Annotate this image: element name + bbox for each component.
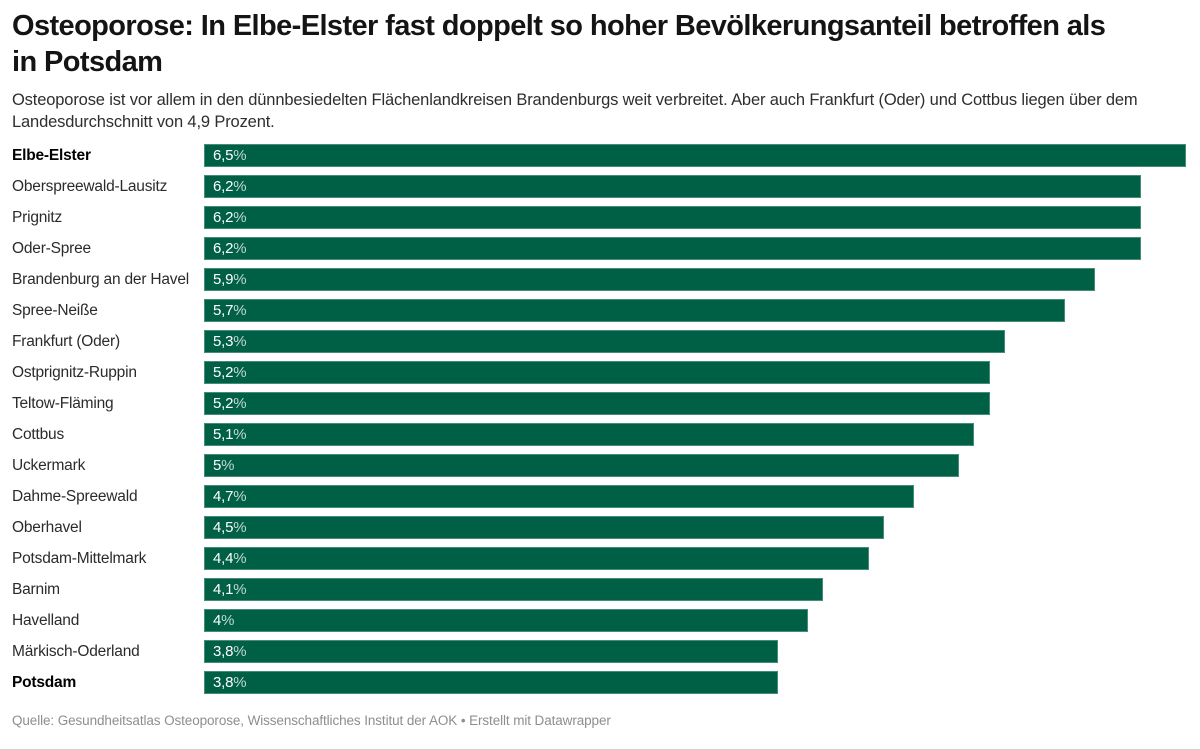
row-label: Havelland [12, 611, 80, 629]
bar-value-label: 5,7% [213, 302, 247, 319]
bar-value-label: 5,2% [213, 395, 247, 412]
bar-value-label: 5,9% [213, 271, 247, 288]
row-label: Uckermark [12, 456, 86, 474]
bar-value-label: 4% [213, 612, 235, 629]
bar-row: Uckermark 5% [12, 454, 1186, 477]
bar[interactable]: 4,5% [204, 516, 884, 539]
row-label: Ostprignitz-Ruppin [12, 363, 137, 381]
bar-row: Elbe-Elster 6,5% [12, 144, 1186, 167]
row-label: Spree-Neiße [12, 301, 98, 319]
chart-title: Osteoporose: In Elbe-Elster fast doppelt… [12, 10, 1106, 78]
row-label: Oberspreewald-Lausitz [12, 177, 168, 195]
bar[interactable]: 5,2% [204, 361, 990, 384]
row-label: Märkisch-Oderland [12, 642, 140, 660]
bar[interactable]: 6,2% [204, 206, 1141, 229]
bar-track: 5,2% [204, 392, 1186, 415]
bar-track: 4,4% [204, 547, 1186, 570]
row-label: Brandenburg an der Havel [12, 270, 190, 288]
bar[interactable]: 5% [204, 454, 960, 477]
bar[interactable]: 6,2% [204, 175, 1141, 198]
row-label: Elbe-Elster [12, 146, 91, 164]
bar-row: Oberhavel 4,5% [12, 516, 1186, 539]
bar[interactable]: 3,8% [204, 671, 779, 694]
row-label: Potsdam-Mittelmark [12, 549, 147, 567]
bar-track: 6,5% [204, 144, 1186, 167]
chart-subtitle: Osteoporose ist vor allem in den dünnbes… [12, 91, 1138, 131]
bar[interactable]: 5,3% [204, 330, 1005, 353]
bar-row: Dahme-Spreewald 4,7% [12, 485, 1186, 508]
bar-value-label: 5,2% [213, 364, 247, 381]
bar-track: 4% [204, 609, 1186, 632]
bar-value-label: 4,4% [213, 550, 247, 567]
bar[interactable]: 6,5% [204, 144, 1186, 167]
row-label: Dahme-Spreewald [12, 487, 138, 505]
bar-value-label: 6,2% [213, 209, 247, 226]
bar-row: Spree-Neiße 5,7% [12, 299, 1186, 322]
bar-row: Ostprignitz-Ruppin 5,2% [12, 361, 1186, 384]
bar-track: 6,2% [204, 175, 1186, 198]
bar-value-label: 3,8% [213, 643, 247, 660]
bar-value-label: 4,7% [213, 488, 247, 505]
bar-track: 3,8% [204, 640, 1186, 663]
bar-row: Teltow-Fläming 5,2% [12, 392, 1186, 415]
bar-row: Märkisch-Oderland 3,8% [12, 640, 1186, 663]
bar-row: Oberspreewald-Lausitz 6,2% [12, 175, 1186, 198]
bar-row: Brandenburg an der Havel 5,9% [12, 268, 1186, 291]
bar-value-label: 5% [213, 457, 235, 474]
bar-chart: Elbe-Elster 6,5% Oberspreewald-Lausitz 6,2%… [12, 144, 1186, 694]
bar-track: 5,3% [204, 330, 1186, 353]
row-label: Frankfurt (Oder) [12, 332, 120, 350]
bar-track: 4,7% [204, 485, 1186, 508]
bar[interactable]: 5,1% [204, 423, 975, 446]
bar-track: 4,1% [204, 578, 1186, 601]
bar[interactable]: 4,1% [204, 578, 824, 601]
bar-track: 5,2% [204, 361, 1186, 384]
bar[interactable]: 3,8% [204, 640, 779, 663]
row-label: Oberhavel [12, 518, 82, 536]
bar-track: 5,9% [204, 268, 1186, 291]
bar[interactable]: 5,7% [204, 299, 1066, 322]
bar-row: Barnim 4,1% [12, 578, 1186, 601]
bar-value-label: 5,1% [213, 426, 247, 443]
bar[interactable]: 4,7% [204, 485, 915, 508]
row-label: Prignitz [12, 208, 63, 226]
bar[interactable]: 5,2% [204, 392, 990, 415]
bar-value-label: 5,3% [213, 333, 247, 350]
bar-track: 5,7% [204, 299, 1186, 322]
bar[interactable]: 4,4% [204, 547, 869, 570]
bar-value-label: 3,8% [213, 674, 247, 691]
bar-row: Potsdam 3,8% [12, 671, 1186, 694]
bar-value-label: 4,1% [213, 581, 247, 598]
row-label: Cottbus [12, 425, 65, 443]
row-label: Teltow-Fläming [12, 394, 114, 412]
bar-track: 5,1% [204, 423, 1186, 446]
bar-value-label: 6,2% [213, 240, 247, 257]
bar-row: Oder-Spree 6,2% [12, 237, 1186, 260]
bar-value-label: 6,2% [213, 178, 247, 195]
bar-row: Havelland 4% [12, 609, 1186, 632]
bar-row: Frankfurt (Oder) 5,3% [12, 330, 1186, 353]
bar[interactable]: 4% [204, 609, 809, 632]
bar[interactable]: 5,9% [204, 268, 1096, 291]
bar-value-label: 4,5% [213, 519, 247, 536]
bar-value-label: 6,5% [213, 147, 247, 164]
row-label: Barnim [12, 580, 60, 598]
bar-track: 6,2% [204, 206, 1186, 229]
bar-row: Cottbus 5,1% [12, 423, 1186, 446]
bar-track: 5% [204, 454, 1186, 477]
bar-track: 3,8% [204, 671, 1186, 694]
bar-track: 6,2% [204, 237, 1186, 260]
row-label: Potsdam [12, 673, 77, 691]
row-label: Oder-Spree [12, 239, 91, 257]
bar-track: 4,5% [204, 516, 1186, 539]
bar[interactable]: 6,2% [204, 237, 1141, 260]
bar-row: Potsdam-Mittelmark 4,4% [12, 547, 1186, 570]
bar-row: Prignitz 6,2% [12, 206, 1186, 229]
source-line: Quelle: Gesundheitsatlas Osteoporose, Wi… [12, 713, 611, 728]
